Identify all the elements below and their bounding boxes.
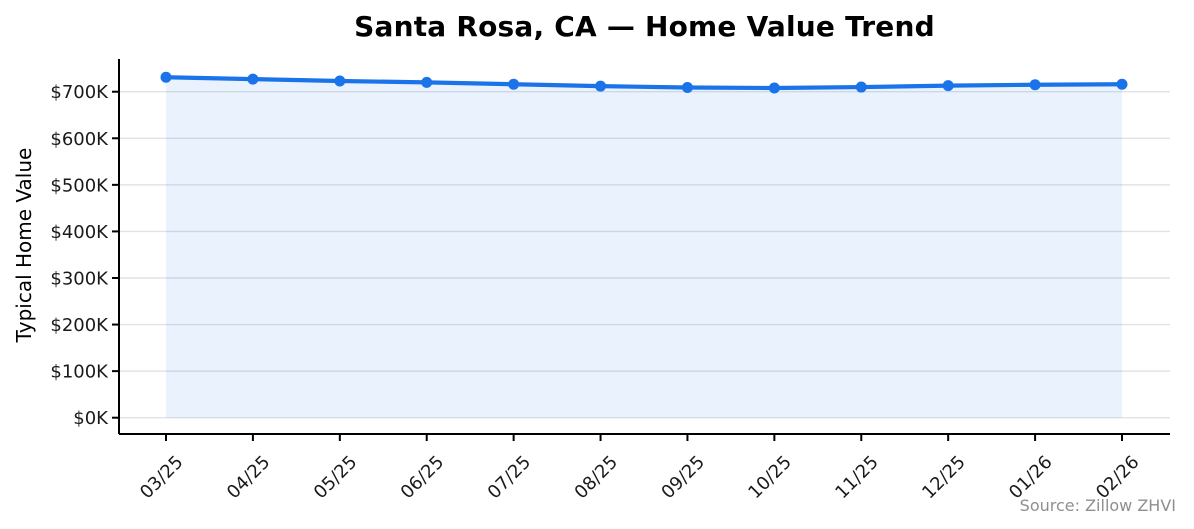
data-point — [334, 75, 346, 87]
data-point — [595, 80, 607, 92]
data-point — [768, 82, 780, 94]
data-point — [421, 76, 433, 88]
y-tick-label: $700K — [50, 82, 109, 103]
area-fill — [166, 77, 1122, 418]
data-point — [855, 81, 867, 93]
x-tick-label: 07/25 — [484, 452, 536, 504]
y-tick-label: $400K — [50, 222, 109, 243]
y-tick-label: $500K — [50, 175, 109, 196]
data-point — [160, 71, 172, 83]
y-tick-label: $100K — [50, 362, 109, 383]
x-tick-label: 09/25 — [657, 452, 709, 504]
data-point — [1029, 79, 1041, 91]
x-tick-label: 08/25 — [571, 452, 623, 504]
y-tick-label: $0K — [73, 408, 109, 429]
data-point — [1116, 78, 1128, 90]
x-tick-label: 03/25 — [136, 452, 188, 504]
y-tick-label: $300K — [50, 268, 109, 289]
x-tick-label: 06/25 — [397, 452, 449, 504]
x-tick-label: 04/25 — [223, 452, 275, 504]
y-tick-label: $600K — [50, 129, 109, 150]
x-tick-label: 12/25 — [918, 452, 970, 504]
source-note: Source: Zillow ZHVI — [1019, 496, 1176, 515]
chart-title: Santa Rosa, CA — Home Value Trend — [354, 10, 935, 43]
data-point — [508, 78, 520, 90]
trend-line — [163, 75, 1125, 91]
y-tick-label: $200K — [50, 315, 109, 336]
x-tick-label: 11/25 — [831, 452, 883, 504]
data-point — [942, 80, 954, 92]
x-tick-label: 05/25 — [310, 452, 362, 504]
x-tick-label: 10/25 — [744, 452, 796, 504]
data-point — [681, 82, 693, 94]
data-point — [247, 73, 259, 85]
